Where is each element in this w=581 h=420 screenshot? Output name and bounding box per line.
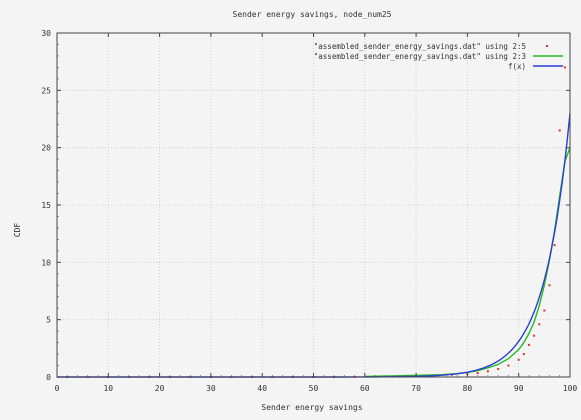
data-point	[533, 334, 536, 337]
data-point	[527, 343, 530, 346]
fit-curve-line	[57, 113, 571, 378]
x-tick-label: 90	[514, 384, 524, 393]
y-tick-label: 0	[46, 373, 51, 382]
data-point	[507, 364, 510, 367]
y-tick-label: 25	[41, 86, 51, 95]
data-point	[543, 309, 546, 312]
y-axis-label: CDF	[13, 223, 22, 238]
data-point	[476, 371, 479, 374]
legend-label: f(x)	[508, 62, 526, 71]
data-point	[486, 370, 489, 373]
y-tick-label: 10	[41, 258, 51, 267]
legend-label: "assembled_sender_energy_savings.dat" us…	[314, 42, 526, 51]
data-point	[548, 284, 551, 287]
legend-marker	[546, 45, 548, 47]
x-tick-label: 0	[55, 384, 60, 393]
x-tick-label: 80	[463, 384, 473, 393]
grid	[56, 32, 571, 378]
x-tick-label: 70	[411, 384, 421, 393]
x-tick-label: 40	[257, 384, 267, 393]
data-point	[553, 244, 556, 247]
y-tick-label: 5	[46, 316, 51, 325]
legend: "assembled_sender_energy_savings.dat" us…	[314, 42, 563, 71]
data-point	[563, 66, 566, 69]
axis-ticks: 0 10 20 30 40 50 60 70 80 90 100 0 5 10 15 20 25 30	[41, 29, 577, 393]
x-tick-label: 100	[563, 384, 578, 393]
y-tick-label: 15	[41, 201, 51, 210]
data-point	[497, 367, 500, 370]
y-tick-label: 20	[41, 144, 51, 153]
x-tick-label: 10	[103, 384, 113, 393]
data-point	[522, 353, 525, 356]
data-point	[558, 129, 561, 132]
x-tick-label: 50	[309, 384, 319, 393]
y-tick-label: 30	[41, 29, 51, 38]
data-point	[538, 323, 541, 326]
x-tick-label: 30	[206, 384, 216, 393]
x-tick-label: 20	[155, 384, 165, 393]
x-tick-label: 60	[360, 384, 370, 393]
legend-label: "assembled_sender_energy_savings.dat" us…	[314, 52, 526, 61]
x-axis-label: Sender energy savings	[261, 403, 362, 412]
chart-title: Sender energy savings, node_num25	[233, 10, 392, 19]
data-point	[517, 358, 520, 361]
